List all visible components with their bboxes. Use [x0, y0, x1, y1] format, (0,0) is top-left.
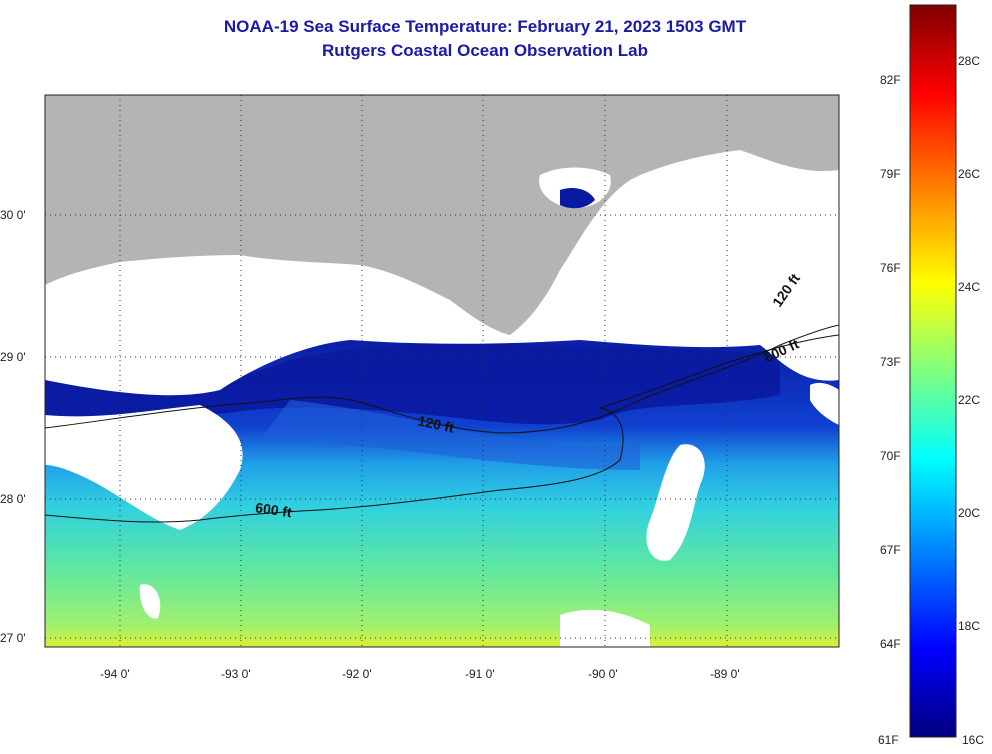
- lon-label: -93 0': [221, 667, 251, 681]
- contour-label-120ft: 120 ft: [416, 412, 455, 435]
- cloud-west: [45, 405, 243, 530]
- colorbar-f-label: 64F: [880, 637, 901, 651]
- map-title: NOAA-19 Sea Surface Temperature: Februar…: [223, 17, 747, 36]
- lon-label: -89 0': [710, 667, 740, 681]
- colorbar-c-label: 26C: [958, 167, 980, 181]
- cold-band: [45, 343, 780, 425]
- lat-label: 29 0': [0, 350, 26, 364]
- cloud-east: [646, 444, 705, 561]
- cloud-coast: [45, 230, 839, 396]
- inland-water: [560, 188, 595, 209]
- colorbar-c-label: 24C: [958, 280, 980, 294]
- colorbar-c-label: 18C: [958, 619, 980, 633]
- lat-label: 30 0': [0, 208, 26, 222]
- map-area: [45, 95, 839, 647]
- colorbar-c-label: 16C: [962, 733, 984, 747]
- colorbar-c-label: 22C: [958, 393, 980, 407]
- contour-120ft: [45, 324, 839, 434]
- colorbar-f-label: 82F: [880, 73, 901, 87]
- cloud-south: [560, 609, 650, 647]
- colorbar-f-label: 70F: [880, 449, 901, 463]
- delta-cloud: [615, 161, 839, 345]
- colorbar-f-label: 73F: [880, 355, 901, 369]
- cool-band: [260, 400, 640, 470]
- colorbar-f-label: 76F: [880, 261, 901, 275]
- colorbar-c-label: 20C: [958, 506, 980, 520]
- map-subtitle: Rutgers Coastal Ocean Observation Lab: [322, 41, 648, 60]
- colorbar-f-label: 67F: [880, 543, 901, 557]
- lon-label: -90 0': [588, 667, 618, 681]
- colorbar: [909, 4, 957, 738]
- cloud-patch: [139, 584, 161, 619]
- lat-label: 28 0': [0, 492, 26, 506]
- lon-label: -91 0': [465, 667, 495, 681]
- lon-label: -94 0': [100, 667, 130, 681]
- colorbar-f-label: 79F: [880, 167, 901, 181]
- lat-label: 27 0': [0, 631, 26, 645]
- map-frame: [44, 94, 840, 648]
- graticule: [45, 95, 839, 647]
- colorbar-f-label: 61F: [878, 733, 899, 747]
- lon-label: -92 0': [342, 667, 372, 681]
- land: [45, 95, 839, 335]
- contour-600ft: [45, 334, 839, 523]
- contour-label-600ft: 600 ft: [254, 499, 293, 520]
- colorbar-c-label: 28C: [958, 54, 980, 68]
- cloud-east-edge: [810, 382, 839, 425]
